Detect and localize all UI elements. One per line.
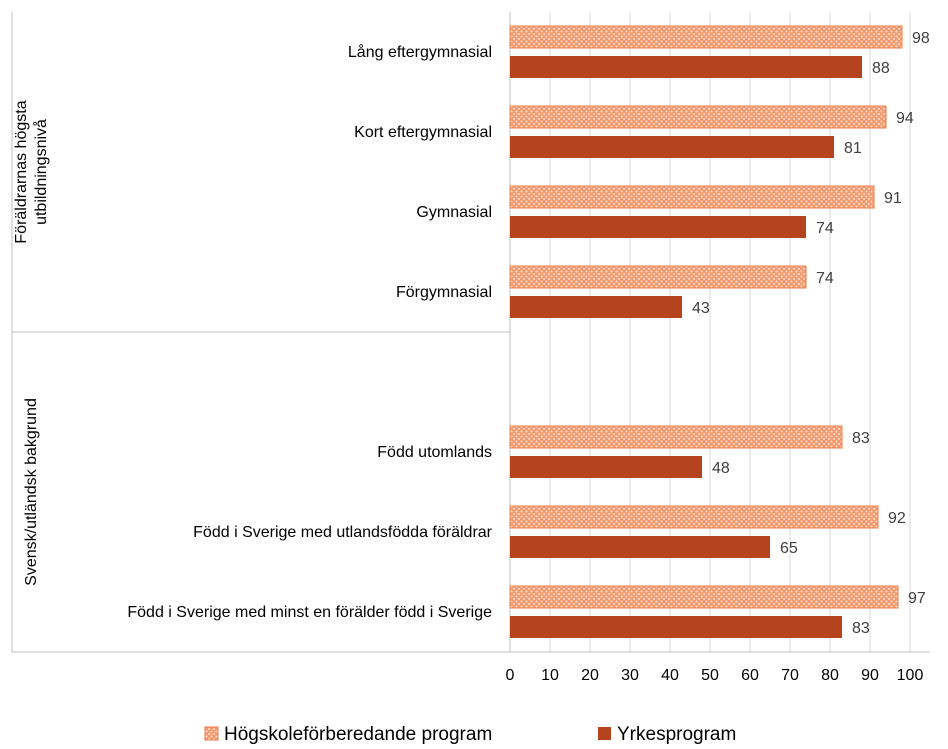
value-label: 83 xyxy=(852,620,870,637)
y-tick-label: Född i Sverige med minst en förälder föd… xyxy=(127,603,492,621)
value-label: 74 xyxy=(816,270,834,287)
category-label-wrap: Förgymnasial xyxy=(70,252,492,332)
x-tick-label: 70 xyxy=(781,667,799,684)
category-label-box: Född utomlands xyxy=(70,412,492,492)
x-tick-label: 20 xyxy=(581,667,599,684)
x-tick-label: 30 xyxy=(621,667,639,684)
legend-swatch xyxy=(598,727,611,740)
x-tick-label: 40 xyxy=(661,667,679,684)
category-label-box: Förgymnasial xyxy=(70,252,492,332)
bar xyxy=(510,536,770,558)
y-tick-label: Lång eftergymnasial xyxy=(347,43,492,61)
value-label: 65 xyxy=(780,540,798,557)
value-label: 91 xyxy=(884,190,902,207)
value-label: 97 xyxy=(908,590,926,607)
value-label: 92 xyxy=(888,510,906,527)
x-tick-label: 90 xyxy=(861,667,879,684)
bar xyxy=(509,505,879,529)
value-label: 74 xyxy=(816,220,834,237)
value-label: 81 xyxy=(844,140,862,157)
bar xyxy=(509,265,807,289)
bar xyxy=(510,616,842,638)
value-label: 88 xyxy=(872,60,890,77)
x-tick-label: 60 xyxy=(741,667,759,684)
legend-label: Yrkesprogram xyxy=(617,724,736,745)
category-label-wrap: Född i Sverige med minst en förälder föd… xyxy=(70,572,492,652)
y-tick-label: Kort eftergymnasial xyxy=(354,123,492,141)
category-label-wrap: Kort eftergymnasial xyxy=(70,92,492,172)
category-label-box: Lång eftergymnasial xyxy=(70,12,492,92)
category-label-box: Kort eftergymnasial xyxy=(70,92,492,172)
bar xyxy=(510,56,862,78)
bar xyxy=(509,585,899,609)
category-label-wrap: Född utomlands xyxy=(70,412,492,492)
bar xyxy=(510,216,806,238)
category-label-box: Gymnasial xyxy=(70,172,492,252)
bar xyxy=(510,456,702,478)
y-tick-label: Född i Sverige med utlandsfödda föräldra… xyxy=(193,523,492,541)
category-label-box: Född i Sverige med utlandsfödda föräldra… xyxy=(70,492,492,572)
legend-swatch xyxy=(204,726,219,741)
category-label-wrap: Född i Sverige med utlandsfödda föräldra… xyxy=(70,492,492,572)
category-label-box: Född i Sverige med minst en förälder föd… xyxy=(70,572,492,652)
category-label-wrap: Lång eftergymnasial xyxy=(70,12,492,92)
value-label: 43 xyxy=(692,300,710,317)
category-label-wrap: Gymnasial xyxy=(70,172,492,252)
bar xyxy=(509,25,903,49)
bar xyxy=(510,296,682,318)
bar xyxy=(509,425,843,449)
x-tick-label: 80 xyxy=(821,667,839,684)
y-tick-label: Född utomlands xyxy=(377,443,492,461)
value-label: 83 xyxy=(852,430,870,447)
value-label: 98 xyxy=(912,30,930,47)
value-label: 48 xyxy=(712,460,730,477)
x-tick-label: 100 xyxy=(897,667,924,684)
bar xyxy=(510,136,834,158)
y-tick-label: Förgymnasial xyxy=(395,283,492,301)
value-label: 94 xyxy=(896,110,914,127)
group-label: utbildningsnivå xyxy=(32,119,50,225)
bar xyxy=(509,185,875,209)
y-tick-label: Gymnasial xyxy=(416,203,492,221)
x-tick-label: 10 xyxy=(541,667,559,684)
group-label: Svensk/utländsk bakgrund xyxy=(23,398,40,586)
x-tick-label: 0 xyxy=(506,667,515,684)
legend-label: Högskoleförberedande program xyxy=(224,724,492,745)
group-label: Föräldrarnas högsta xyxy=(13,100,30,243)
bar xyxy=(509,105,887,129)
x-tick-label: 50 xyxy=(701,667,719,684)
